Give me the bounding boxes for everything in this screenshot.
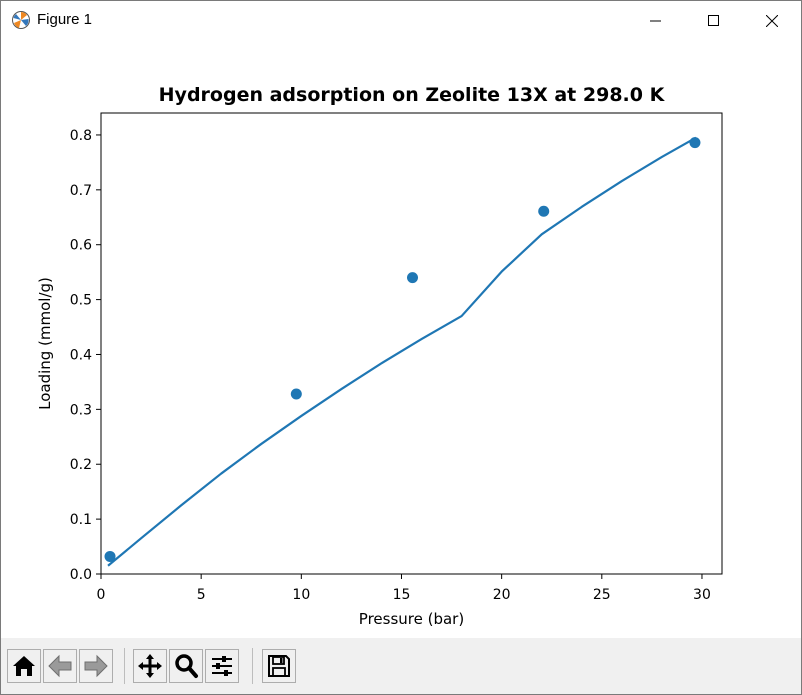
- x-tick-label: 0: [97, 587, 106, 603]
- y-tick-label: 0.4: [70, 347, 92, 363]
- save-button[interactable]: [262, 649, 296, 683]
- fit-line: [107, 136, 697, 567]
- zoom-icon: [175, 654, 198, 678]
- title-bar[interactable]: Figure 1: [1, 1, 801, 40]
- x-tick-label: 20: [493, 587, 511, 603]
- forward-button[interactable]: [79, 649, 113, 683]
- x-axis: 0 5 10 15 20 25 30: [97, 574, 711, 603]
- toolbar-separator: [252, 648, 253, 684]
- figure-canvas[interactable]: Hydrogen adsorption on Zeolite 13X at 29…: [1, 40, 801, 638]
- configure-subplots-button[interactable]: [205, 649, 239, 683]
- x-axis-label: Pressure (bar): [359, 610, 464, 628]
- forward-arrow-icon: [84, 654, 108, 678]
- zoom-button[interactable]: [169, 649, 203, 683]
- x-tick-label: 10: [292, 587, 310, 603]
- y-tick-label: 0.2: [70, 457, 92, 473]
- pan-icon: [138, 654, 162, 678]
- x-tick-label: 5: [197, 587, 206, 603]
- save-icon: [268, 655, 290, 677]
- y-tick-label: 0.8: [70, 128, 92, 144]
- back-button[interactable]: [43, 649, 77, 683]
- y-tick-label: 0.6: [70, 238, 92, 254]
- y-tick-label: 0.7: [70, 183, 92, 199]
- close-button[interactable]: [743, 1, 801, 40]
- close-icon: [766, 14, 778, 27]
- y-axis: 0.0 0.1 0.2 0.3 0.4 0.5 0.6 0.7 0.8: [70, 128, 101, 583]
- window-title: Figure 1: [37, 11, 93, 28]
- y-tick-label: 0.3: [70, 402, 92, 418]
- navigation-toolbar: [1, 638, 801, 694]
- y-tick-label: 0.0: [70, 567, 92, 583]
- configure-subplots-icon: [212, 656, 232, 676]
- chart-title: Hydrogen adsorption on Zeolite 13X at 29…: [159, 84, 666, 106]
- maximize-icon: [708, 14, 719, 26]
- maximize-button[interactable]: [685, 1, 743, 40]
- back-arrow-icon: [48, 654, 72, 678]
- pan-button[interactable]: [133, 649, 167, 683]
- minimize-icon: [650, 20, 661, 21]
- axes-frame: [100, 112, 723, 575]
- x-tick-label: 25: [593, 587, 611, 603]
- plot-area: [104, 136, 701, 567]
- minimize-button[interactable]: [627, 1, 685, 40]
- toolbar-separator: [124, 648, 125, 684]
- x-tick-label: 15: [393, 587, 411, 603]
- matplotlib-icon: [12, 11, 30, 29]
- y-axis-label: Loading (mmol/g): [36, 277, 54, 410]
- data-point: [538, 205, 550, 217]
- y-tick-label: 0.1: [70, 512, 92, 528]
- data-point: [104, 550, 116, 562]
- home-icon: [13, 656, 35, 676]
- data-point: [407, 272, 419, 284]
- data-point: [290, 388, 302, 400]
- data-point: [689, 137, 701, 149]
- home-button[interactable]: [7, 649, 41, 683]
- scatter-chart: Hydrogen adsorption on Zeolite 13X at 29…: [36, 84, 723, 628]
- y-tick-label: 0.5: [70, 293, 92, 309]
- x-tick-label: 30: [693, 587, 711, 603]
